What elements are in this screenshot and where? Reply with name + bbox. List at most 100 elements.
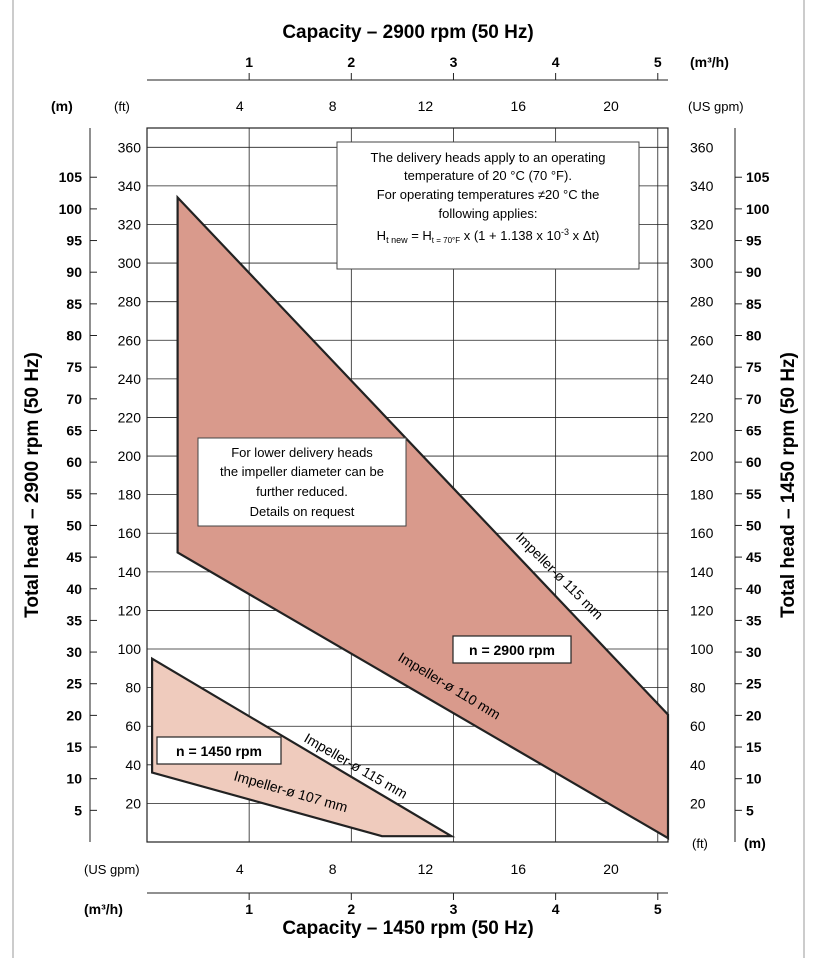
tick-label-m-right-80: 80	[746, 328, 762, 344]
series-label-1450-text: n = 1450 rpm	[176, 743, 262, 759]
right-axis-title: Total head – 1450 rpm (50 Hz)	[778, 352, 799, 618]
tick-label-ft-right-240: 240	[690, 371, 714, 387]
tick-label-usgpm-top-8: 8	[329, 98, 337, 114]
tick-label-ft-left-280: 280	[118, 294, 142, 310]
series-label-1450: n = 1450 rpm	[156, 736, 282, 765]
tick-label-ft-left-260: 260	[118, 332, 142, 348]
tick-label-usgpm-bottom-8: 8	[329, 861, 337, 877]
tick-label-ft-right-40: 40	[690, 757, 706, 773]
tick-label-m-left-5: 5	[74, 802, 82, 818]
tick-label-ft-right-180: 180	[690, 487, 714, 503]
tick-label-ft-right-80: 80	[690, 680, 706, 696]
tick-label-usgpm-bottom-4: 4	[236, 861, 244, 877]
tick-label-m-left-10: 10	[66, 771, 82, 787]
tick-label-m3h-top-3: 3	[450, 54, 458, 70]
tick-label-ft-left-100: 100	[118, 641, 142, 657]
tick-label-m-right-60: 60	[746, 454, 762, 470]
tick-label-ft-right-20: 20	[690, 795, 706, 811]
temperature-note-line-4: following applies:	[438, 206, 537, 221]
tick-label-m3h-top-4: 4	[552, 54, 560, 70]
impeller-note: For lower delivery heads the impeller di…	[197, 437, 407, 527]
tick-label-m-right-65: 65	[746, 422, 762, 438]
area-1450-rpm	[151, 656, 456, 838]
tick-label-m-left-105: 105	[59, 169, 83, 185]
impeller-note-box	[197, 437, 407, 527]
temperature-note-line-2: temperature of 20 °C (70 °F).	[404, 168, 572, 183]
tick-label-m3h-bottom-1: 1	[245, 901, 253, 917]
series-label-2900: n = 2900 rpm	[452, 635, 572, 664]
tick-label-m3h-top-5: 5	[654, 54, 662, 70]
tick-label-ft-left-360: 360	[118, 139, 142, 155]
tick-label-ft-right-340: 340	[690, 178, 714, 194]
tick-label-ft-right-140: 140	[690, 564, 714, 580]
tick-label-usgpm-top-12: 12	[418, 98, 434, 114]
formula-h1: H	[377, 228, 386, 243]
temperature-note-line-3: For operating temperatures ≠20 °C the	[377, 187, 600, 202]
tick-label-m-right-90: 90	[746, 264, 762, 280]
tick-label-m-right-5: 5	[746, 802, 754, 818]
tick-label-ft-right-360: 360	[690, 139, 714, 155]
tick-label-m-right-35: 35	[746, 612, 762, 628]
formula-exp: -3	[561, 227, 569, 237]
unit-ft-right: (ft)	[692, 836, 708, 851]
impeller-note-line-4: Details on request	[250, 504, 355, 519]
tick-label-m-left-60: 60	[66, 454, 82, 470]
unit-ft-left: (ft)	[114, 99, 130, 114]
tick-label-m-right-50: 50	[746, 517, 762, 533]
tick-label-ft-left-180: 180	[118, 487, 142, 503]
tick-label-m-right-15: 15	[746, 739, 762, 755]
tick-label-m-right-30: 30	[746, 644, 762, 660]
unit-m-left: (m)	[51, 98, 73, 114]
tick-label-usgpm-top-20: 20	[603, 98, 619, 114]
formula-eq: = H	[408, 228, 432, 243]
tick-label-m-right-25: 25	[746, 676, 762, 692]
tick-label-m-left-100: 100	[59, 201, 83, 217]
tick-label-m3h-bottom-4: 4	[552, 901, 560, 917]
tick-label-m-right-75: 75	[746, 359, 762, 375]
tick-label-m-right-70: 70	[746, 391, 762, 407]
series-label-1450-box	[156, 736, 282, 765]
unit-m3h-bottom: (m³/h)	[84, 901, 123, 917]
tick-label-m-left-15: 15	[66, 739, 82, 755]
tick-label-m-right-40: 40	[746, 581, 762, 597]
impeller-note-line-2: the impeller diameter can be	[220, 464, 384, 479]
tick-label-m-left-20: 20	[66, 707, 82, 723]
tick-label-ft-left-60: 60	[125, 718, 141, 734]
tick-label-ft-right-200: 200	[690, 448, 714, 464]
tick-label-m-right-105: 105	[746, 169, 770, 185]
tick-label-ft-left-120: 120	[118, 602, 142, 618]
tick-label-m-left-35: 35	[66, 612, 82, 628]
plot-border	[146, 127, 669, 843]
tick-label-m-left-25: 25	[66, 676, 82, 692]
tick-label-ft-left-320: 320	[118, 216, 142, 232]
impeller-note-line-1: For lower delivery heads	[231, 445, 373, 460]
tick-label-ft-left-80: 80	[125, 680, 141, 696]
tick-label-ft-left-200: 200	[118, 448, 142, 464]
tick-label-usgpm-top-16: 16	[510, 98, 526, 114]
tick-label-m-right-85: 85	[746, 296, 762, 312]
tick-label-ft-right-120: 120	[690, 602, 714, 618]
tick-label-ft-left-340: 340	[118, 178, 142, 194]
formula-sub-1: t new	[386, 235, 408, 245]
tick-label-m3h-bottom-3: 3	[450, 901, 458, 917]
formula-mid: x (1 + 1.138 x 10	[460, 228, 561, 243]
tick-label-m-right-45: 45	[746, 549, 762, 565]
temperature-formula: Ht new = Ht = 70°F x (1 + 1.138 x 10-3 x…	[377, 227, 600, 245]
unit-usgpm-top: (US gpm)	[688, 99, 744, 114]
tick-label-m-left-40: 40	[66, 581, 82, 597]
series-label-2900-box	[452, 635, 572, 664]
tick-label-m3h-top-2: 2	[347, 54, 355, 70]
tick-label-m-right-10: 10	[746, 771, 762, 787]
tick-label-m-left-55: 55	[66, 486, 82, 502]
tick-label-ft-right-220: 220	[690, 409, 714, 425]
tick-label-m-right-95: 95	[746, 233, 762, 249]
tick-label-m3h-bottom-5: 5	[654, 901, 662, 917]
tick-label-m-left-50: 50	[66, 517, 82, 533]
tick-label-ft-left-240: 240	[118, 371, 142, 387]
tick-label-m-left-95: 95	[66, 233, 82, 249]
tick-label-m-right-100: 100	[746, 201, 770, 217]
unit-m-right: (m)	[744, 835, 766, 851]
tick-label-usgpm-bottom-20: 20	[603, 861, 619, 877]
tick-label-m-left-85: 85	[66, 296, 82, 312]
